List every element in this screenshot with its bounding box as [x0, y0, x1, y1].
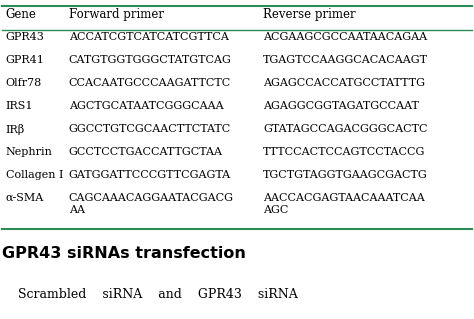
Text: AGCTGCATAATCGGGCAAA: AGCTGCATAATCGGGCAAA — [69, 101, 223, 111]
Text: AGAGCCACCATGCCTATTTG: AGAGCCACCATGCCTATTTG — [263, 78, 425, 88]
Text: CAGCAAACAGGAATACGACG
AA: CAGCAAACAGGAATACGACG AA — [69, 193, 234, 215]
Text: Nephrin: Nephrin — [6, 147, 53, 157]
Text: TGAGTCCAAGGCACACAAGT: TGAGTCCAAGGCACACAAGT — [263, 55, 428, 65]
Text: GCCTCCTGACCATTGCTAA: GCCTCCTGACCATTGCTAA — [69, 147, 223, 157]
Text: α-SMA: α-SMA — [6, 193, 44, 203]
Text: Reverse primer: Reverse primer — [263, 8, 356, 21]
Text: IRS1: IRS1 — [6, 101, 33, 111]
Text: AACCACGAGTAACAAATCAA
AGC: AACCACGAGTAACAAATCAA AGC — [263, 193, 425, 215]
Text: Olfr78: Olfr78 — [6, 78, 42, 88]
Text: ACCATCGTCATCATCGTTCA: ACCATCGTCATCATCGTTCA — [69, 32, 228, 42]
Text: GTATAGCCAGACGGGCACTC: GTATAGCCAGACGGGCACTC — [263, 124, 428, 134]
Text: TGCTGTAGGTGAAGCGACTG: TGCTGTAGGTGAAGCGACTG — [263, 170, 428, 180]
Text: Collagen I: Collagen I — [6, 170, 63, 180]
Text: GATGGATTCCCGTTCGAGTA: GATGGATTCCCGTTCGAGTA — [69, 170, 231, 180]
Text: Gene: Gene — [6, 8, 36, 21]
Text: IRβ: IRβ — [6, 124, 25, 135]
Text: Scrambled    siRNA    and    GPR43    siRNA: Scrambled siRNA and GPR43 siRNA — [2, 288, 298, 300]
Text: GGCCTGTCGCAACTTCTATC: GGCCTGTCGCAACTTCTATC — [69, 124, 231, 134]
Text: Forward primer: Forward primer — [69, 8, 164, 21]
Text: GPR43: GPR43 — [6, 32, 45, 42]
Text: CATGTGGTGGGCTATGTCAG: CATGTGGTGGGCTATGTCAG — [69, 55, 232, 65]
Text: ACGAAGCGCCAATAACAGAA: ACGAAGCGCCAATAACAGAA — [263, 32, 427, 42]
Text: GPR41: GPR41 — [6, 55, 45, 65]
Text: CCACAATGCCCAAGATTCTC: CCACAATGCCCAAGATTCTC — [69, 78, 231, 88]
Text: AGAGGCGGTAGATGCCAAT: AGAGGCGGTAGATGCCAAT — [263, 101, 419, 111]
Text: GPR43 siRNAs transfection: GPR43 siRNAs transfection — [2, 246, 246, 261]
Text: TTTCCACTCCAGTCCTACCG: TTTCCACTCCAGTCCTACCG — [263, 147, 426, 157]
